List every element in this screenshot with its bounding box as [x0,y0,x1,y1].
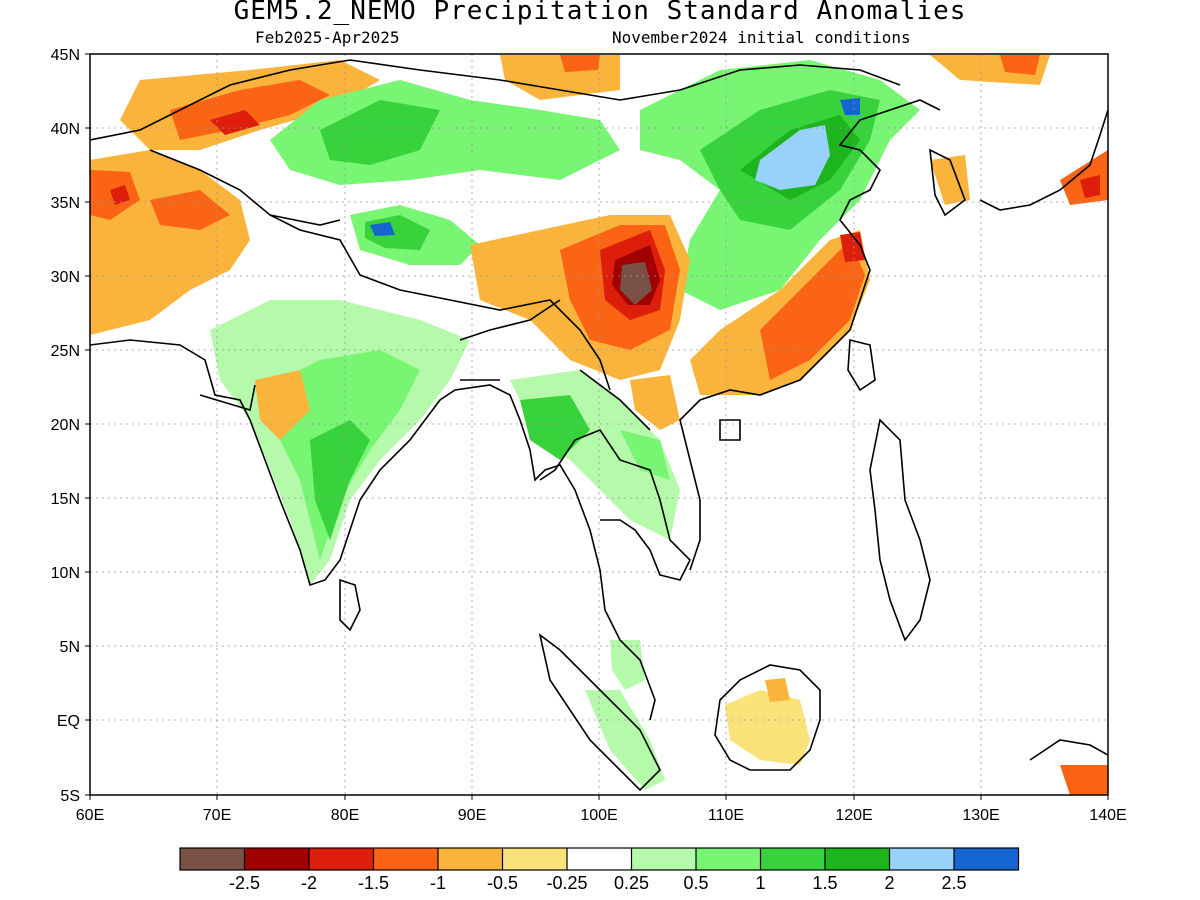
anomaly-area [1060,150,1108,205]
colorbar-label: -0.5 [487,873,518,893]
colorbar-label: 1 [755,873,765,893]
anomaly-area [1060,765,1108,795]
colorbar-swatch [631,848,696,870]
colorbar-swatch [244,848,309,870]
anomaly-area [620,262,652,305]
y-tick-label: EQ [57,713,80,730]
map-title: GEM5.2_NEMO Precipitation Standard Anoma… [233,0,967,26]
colorbar-swatch [373,848,438,870]
colorbar-swatch [309,848,374,870]
anomaly-area [110,185,130,205]
y-tick-label: 5S [60,788,80,805]
anomaly-shading [90,55,1108,795]
anomaly-area [840,232,865,262]
colorbar-swatch [889,848,954,870]
anomaly-area [210,110,260,135]
anomaly-area [630,375,680,430]
initial-conditions: November2024 initial conditions [612,28,911,47]
x-tick-label: 100E [580,807,617,824]
x-tick-label: 130E [962,807,999,824]
colorbar-label: 0.25 [614,873,649,893]
anomaly-area [725,690,810,765]
y-tick-label: 35N [51,195,80,212]
y-axis: 5S EQ 5N 10N 15N 20N 25N 30N 35N 40N 45N [51,47,90,805]
x-tick-label: 70E [203,807,231,824]
anomaly-area [620,430,670,480]
anomaly-area [1000,55,1040,75]
anomaly-area [840,98,860,115]
x-tick-label: 110E [708,807,744,824]
anomaly-area [585,690,665,790]
colorbar-label: 0.5 [683,873,708,893]
anomaly-area [560,55,600,72]
colorbar-label: 2 [884,873,894,893]
x-tick-label: 120E [835,807,872,824]
x-tick-label: 80E [331,807,359,824]
colorbar: -2.5 -2 -1.5 -1 -0.5 -0.25 0.25 0.5 1 1.… [179,847,1020,893]
x-tick-label: 60E [76,807,104,824]
anomaly-area [500,55,620,100]
anomaly-area [610,640,645,690]
anomaly-area [310,420,370,540]
anomaly-area [755,125,830,190]
colorbar-label: -2 [301,873,317,893]
colorbar-swatch [760,848,825,870]
y-tick-label: 15N [51,491,80,508]
colorbar-label: -1.5 [358,873,389,893]
colorbar-swatch [502,848,567,870]
x-tick-label: 90E [458,807,486,824]
colorbar-label: -0.25 [546,873,587,893]
colorbar-label: 1.5 [812,873,837,893]
colorbar-label: -2.5 [229,873,260,893]
y-tick-label: 5N [60,639,80,656]
colorbar-swatch [825,848,890,870]
colorbar-swatch [438,848,503,870]
y-tick-label: 30N [51,269,80,286]
colorbar-label: 2.5 [941,873,966,893]
colorbar-swatch [567,848,632,870]
colorbar-label: -1 [430,873,446,893]
y-tick-label: 20N [51,417,80,434]
y-tick-label: 40N [51,121,80,138]
anomaly-area [1080,175,1100,198]
anomaly-area [170,80,330,140]
coastlines [90,59,1108,792]
x-axis: 60E 70E 80E 90E 100E 110E 120E 130E 140E [76,795,1127,824]
y-tick-label: 45N [51,47,80,64]
anomaly-area [150,190,230,230]
colorbar-swatch [180,848,245,870]
y-tick-label: 25N [51,343,80,360]
forecast-period: Feb2025-Apr2025 [255,28,400,47]
colorbar-swatch [696,848,761,870]
colorbar-swatch [954,848,1019,870]
anomaly-area [765,678,790,702]
gridlines [90,54,1108,795]
anomaly-area [370,222,395,236]
anomaly-area [760,240,865,380]
anomaly-area [320,100,440,165]
x-tick-label: 140E [1089,807,1126,824]
anomaly-area [255,370,310,440]
anomaly-area [930,155,970,205]
y-tick-label: 10N [51,565,80,582]
